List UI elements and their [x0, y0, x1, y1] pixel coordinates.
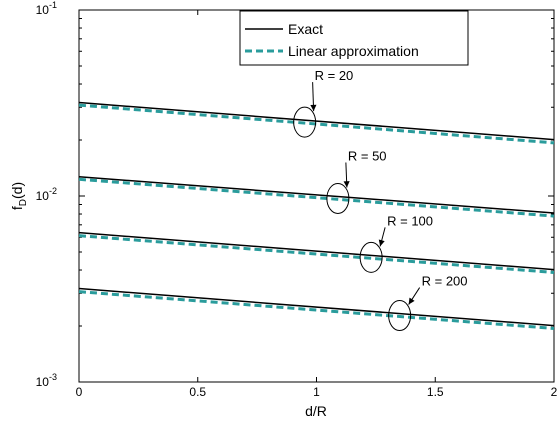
y-tick-label: 10-3	[36, 372, 57, 389]
exact-line	[78, 231, 555, 271]
exact-line	[78, 287, 555, 327]
annotation-circle	[326, 182, 350, 214]
y-tick-label: 10-1	[36, 0, 57, 17]
approx-line	[78, 234, 555, 274]
annotation-label: R = 100	[387, 213, 433, 228]
axis-ticks: 0 0.5 1 1.5 2 10-3 10-2 10-1	[36, 0, 558, 399]
exact-line	[78, 175, 555, 214]
annotation-circle	[359, 241, 383, 273]
legend-exact-label: Exact	[288, 21, 323, 37]
approx-line	[78, 103, 555, 145]
x-tick-label: 0	[76, 385, 83, 399]
x-tick-label: 0.5	[189, 385, 206, 399]
approx-line	[78, 290, 555, 330]
annotation-circle	[293, 106, 317, 138]
x-axis-label: d/R	[305, 403, 327, 419]
y-tick-label: 10-2	[36, 186, 57, 203]
annotation-circle	[388, 300, 412, 332]
annotation-label: R = 50	[348, 148, 387, 163]
x-tick-label: 2	[551, 385, 558, 399]
annotation-arrowhead	[310, 104, 317, 112]
annotation-label: R = 20	[315, 68, 354, 83]
x-tick-label: 1	[313, 385, 320, 399]
legend-box	[239, 10, 469, 66]
y-axis-label: fD(d)	[9, 182, 29, 210]
legend: Exact Linear approximation	[239, 10, 469, 66]
annotation-label: R = 200	[422, 274, 468, 289]
x-tick-label: 1.5	[427, 385, 444, 399]
legend-approx-label: Linear approximation	[288, 43, 419, 59]
series-lines	[78, 101, 555, 330]
exact-line	[78, 101, 555, 141]
annotation-arrowhead	[378, 239, 385, 247]
annotations: R = 20 R = 50 R = 100 R = 200	[293, 68, 468, 332]
plot-area	[78, 9, 555, 383]
annotation-arrowhead	[408, 297, 415, 305]
annotation-arrowhead	[343, 181, 350, 188]
approx-line	[78, 177, 555, 218]
